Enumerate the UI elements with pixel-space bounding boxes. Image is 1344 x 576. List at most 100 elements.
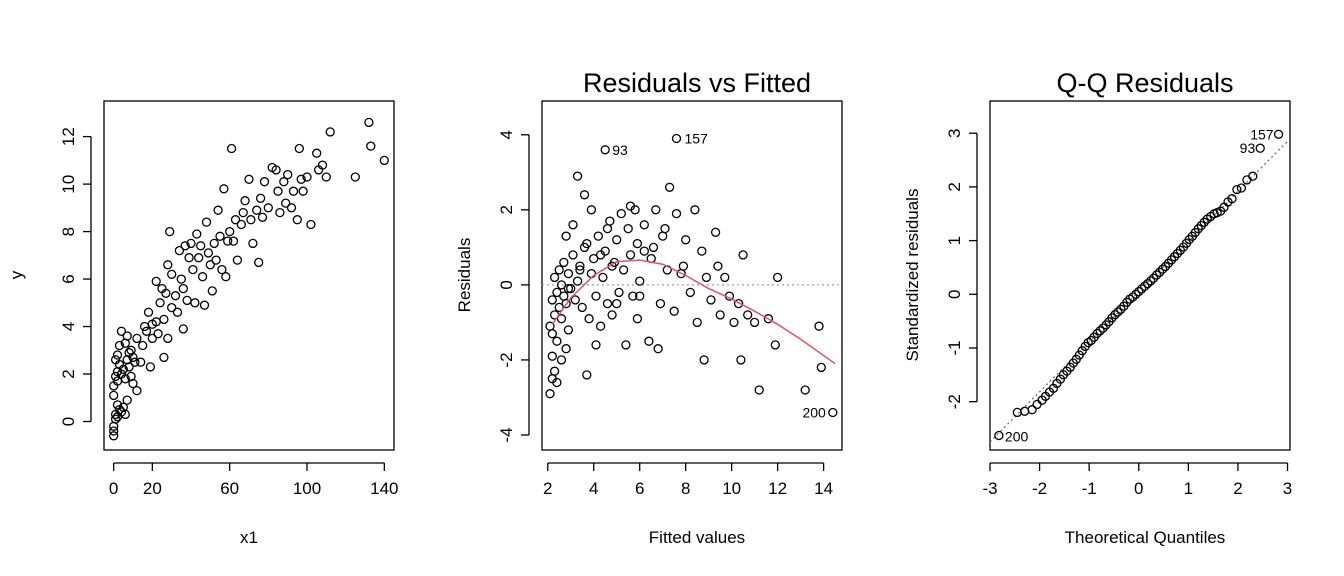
data-point	[192, 229, 202, 239]
y-tick-label: 10	[59, 175, 78, 194]
data-point	[1027, 405, 1037, 415]
y-tick-label: -4	[497, 427, 516, 442]
x-axis-label: Fitted values	[649, 528, 745, 547]
data-point	[754, 385, 764, 395]
data-point	[743, 310, 753, 320]
data-point	[559, 257, 569, 268]
data-point	[1255, 143, 1265, 153]
data-point	[219, 184, 229, 194]
data-point	[1128, 292, 1138, 302]
data-point	[236, 219, 246, 230]
data-point	[623, 223, 633, 234]
data-point	[116, 326, 127, 336]
x-tick-label: 2	[1233, 479, 1242, 498]
data-point	[143, 307, 154, 317]
data-point	[582, 370, 592, 380]
data-point	[607, 310, 617, 320]
data-point	[213, 205, 223, 215]
data-point	[273, 186, 283, 196]
data-point	[701, 272, 712, 283]
data-point	[178, 324, 188, 334]
data-point	[201, 217, 212, 227]
data-point	[155, 298, 165, 308]
data-point	[749, 317, 760, 328]
data-point	[182, 295, 192, 306]
y-tick-label: 2	[59, 369, 78, 378]
data-point	[625, 201, 636, 211]
x-tick-label: 10	[722, 479, 741, 498]
data-point	[575, 265, 585, 275]
data-point	[225, 226, 235, 237]
data-point	[1166, 255, 1177, 265]
data-point	[159, 314, 169, 325]
data-point	[279, 177, 289, 187]
data-point	[1157, 264, 1168, 274]
data-point	[215, 231, 225, 241]
y-tick-label: -2	[945, 394, 964, 409]
x-tick-label: -1	[1082, 479, 1097, 498]
data-point	[651, 205, 661, 215]
data-point	[1116, 304, 1126, 314]
data-point	[602, 223, 613, 234]
data-point	[664, 182, 675, 192]
data-point	[1148, 273, 1159, 283]
data-point	[184, 253, 194, 263]
data-point	[296, 174, 306, 184]
data-point	[194, 253, 204, 263]
plot-frame	[541, 100, 843, 451]
data-point	[120, 409, 130, 420]
x-tick-label: 100	[293, 479, 321, 498]
data-point	[1012, 407, 1022, 418]
data-point	[1193, 224, 1203, 234]
data-point	[685, 287, 695, 298]
y-axis-label: Residuals	[455, 238, 474, 313]
data-point	[547, 351, 557, 361]
data-point	[729, 317, 739, 328]
panel-title: Q-Q Residuals	[1056, 68, 1233, 98]
data-point	[209, 238, 219, 249]
data-point	[589, 253, 599, 264]
data-point	[1146, 276, 1156, 286]
data-point	[678, 261, 689, 271]
x-tick-label: 1	[1184, 479, 1193, 498]
data-point	[302, 172, 312, 182]
data-point	[586, 205, 597, 215]
data-point	[1248, 171, 1258, 181]
data-point	[286, 203, 297, 213]
data-point	[816, 362, 826, 373]
data-point	[595, 250, 606, 260]
x-tick-label: -3	[982, 479, 997, 498]
data-point	[800, 385, 810, 395]
data-points	[109, 117, 389, 441]
data-point	[298, 186, 308, 196]
data-point	[126, 371, 136, 382]
panel-y-vs-x1: x1 y 0 20 60 100 140 0 2 4 6 8 10 12	[7, 100, 399, 547]
data-point	[136, 357, 146, 367]
data-point	[635, 291, 645, 301]
x-tick-label: 0	[1134, 479, 1143, 498]
data-point	[120, 374, 130, 384]
data-point	[109, 426, 119, 436]
data-point	[602, 298, 613, 309]
data-point	[226, 143, 237, 154]
data-point	[109, 390, 119, 401]
data-point	[1107, 313, 1117, 323]
data-point	[595, 321, 606, 331]
data-point	[713, 261, 723, 271]
data-point	[151, 276, 161, 287]
data-point	[132, 333, 142, 344]
data-point	[612, 235, 622, 245]
data-point	[556, 355, 567, 365]
data-point	[1131, 289, 1141, 299]
data-point	[598, 272, 608, 283]
panel-residuals-vs-fitted: Residuals vs Fitted Fitted values Residu…	[455, 68, 843, 547]
data-point	[556, 280, 567, 290]
data-point	[625, 250, 636, 260]
data-point	[197, 272, 208, 282]
data-point	[644, 336, 654, 346]
data-point	[110, 355, 121, 365]
data-point	[364, 117, 374, 128]
data-point	[244, 174, 254, 184]
data-point	[994, 430, 1004, 441]
